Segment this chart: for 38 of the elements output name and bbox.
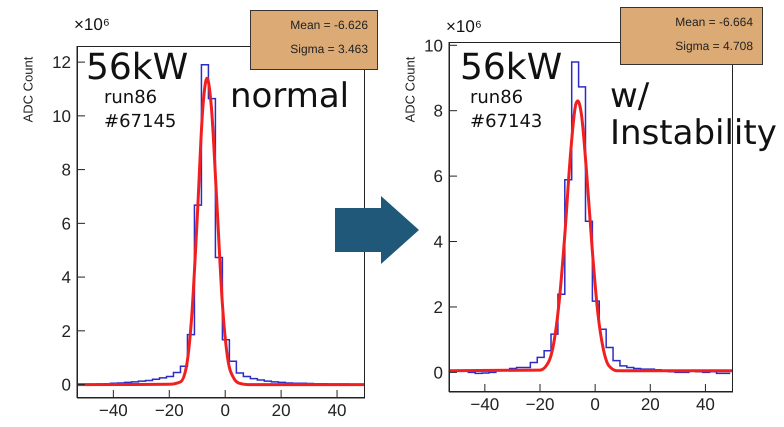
y-tick-label: 0 (434, 363, 443, 382)
y-tick-label: 6 (434, 167, 443, 186)
annotation: normal (230, 76, 350, 116)
text: ×10⁶ (446, 17, 482, 37)
x-tick-label: 20 (272, 401, 291, 420)
text: Mean = -6.664 (674, 15, 753, 29)
x-tick-label: −20 (526, 395, 554, 414)
y-tick-label: 12 (52, 53, 71, 72)
annotation: run86 (470, 87, 524, 108)
annotation: 56kW (460, 47, 562, 88)
x-tick-label: −40 (98, 401, 128, 420)
y-tick-label: 4 (62, 268, 71, 288)
x-tick-label: 0 (220, 401, 230, 420)
y-tick-label: 0 (62, 376, 71, 395)
annotation: Sigma = 3.463 (289, 42, 368, 56)
annotation: 56kW (86, 47, 188, 88)
y-axis-title: ADC Count (402, 56, 418, 124)
x-tick-label: 40 (696, 395, 715, 414)
x-tick-label: 40 (328, 401, 346, 420)
x-tick-label: 20 (640, 395, 660, 414)
y-tick-label: 2 (62, 322, 71, 341)
annotation: #67145 (104, 111, 176, 132)
text: Mean = -6.626 (289, 18, 368, 32)
x-tick-label: 0 (590, 395, 600, 414)
y-tick-label: 10 (52, 106, 71, 126)
y-axis-title: ADC Count (20, 56, 36, 124)
y-tick-label: 8 (434, 102, 443, 121)
x-tick-label: −20 (154, 401, 184, 420)
y-tick-label: 2 (434, 298, 443, 317)
text: ×10⁶ (74, 15, 110, 35)
annotation: #67143 (470, 111, 542, 132)
y-tick-label: 10 (424, 36, 443, 56)
annotation: run86 (104, 87, 158, 108)
x-tick-label: −40 (470, 395, 500, 414)
y-tick-label: 6 (62, 214, 71, 234)
y-tick-label: 4 (434, 232, 443, 252)
y-tick-label: 8 (62, 160, 71, 180)
annotation: Sigma = 4.708 (674, 39, 753, 53)
